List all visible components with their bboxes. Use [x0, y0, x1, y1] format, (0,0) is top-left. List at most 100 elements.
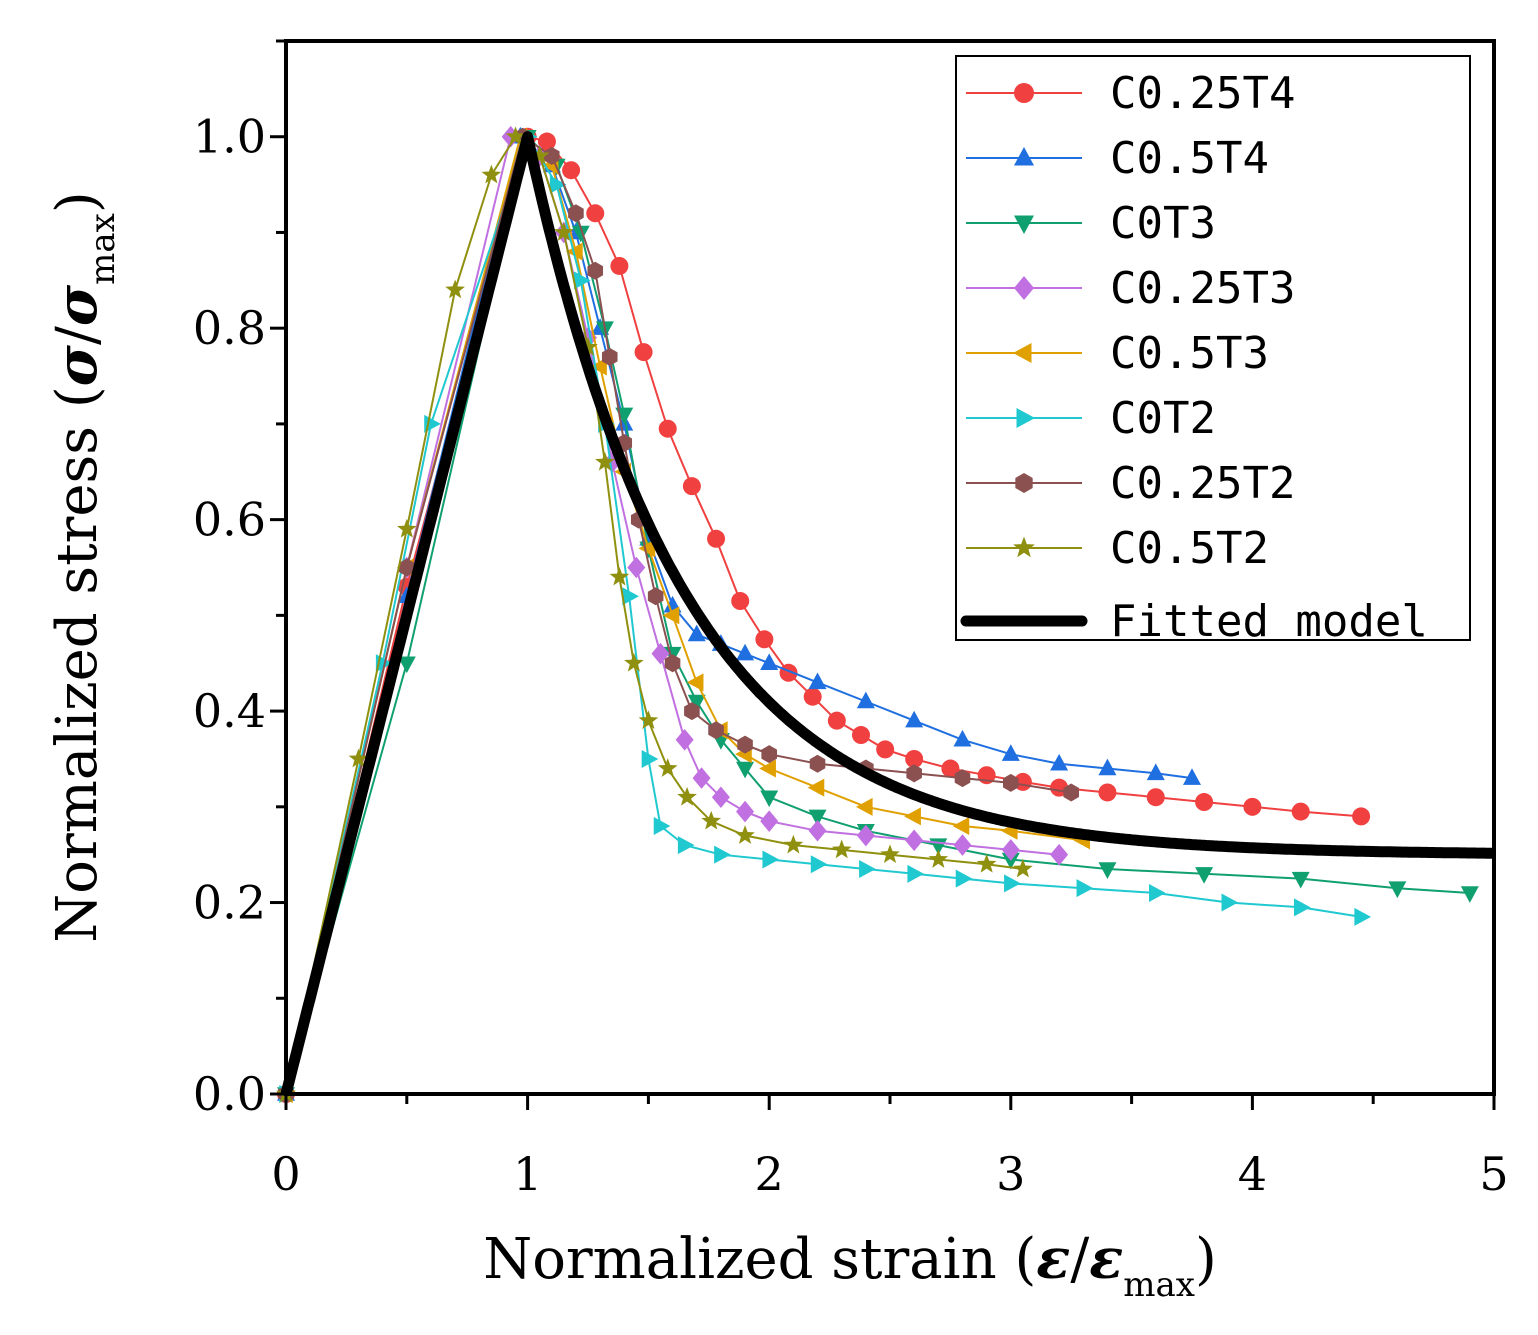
data-point	[1076, 879, 1094, 898]
data-point	[624, 652, 644, 672]
legend-entry: C0.25T2	[966, 458, 1295, 509]
data-point	[1243, 797, 1262, 816]
y-axis-title: Normalized stress (σ/σmax)	[44, 191, 123, 942]
data-point	[1004, 874, 1021, 893]
legend-label: C0.5T4	[1110, 133, 1269, 184]
x-axis-slash: /	[1070, 1227, 1089, 1292]
legend-entry: C0.25T4	[966, 68, 1295, 119]
data-point	[876, 740, 895, 759]
x-tick-label: 2	[755, 1147, 784, 1201]
y-axis-title-suffix: )	[45, 191, 110, 213]
data-point	[553, 222, 574, 241]
data-point	[1146, 763, 1165, 781]
data-point	[760, 810, 779, 832]
data-point	[653, 816, 671, 835]
data-point	[852, 726, 871, 745]
data-layer	[276, 125, 1498, 1105]
data-point	[737, 735, 753, 754]
data-point	[1098, 783, 1117, 802]
data-point	[855, 797, 873, 816]
y-axis-symbol-2: σ	[44, 284, 110, 326]
data-point	[664, 654, 681, 673]
data-point	[529, 145, 550, 165]
data-point	[638, 539, 656, 558]
data-point	[505, 126, 526, 146]
data-point	[760, 653, 779, 670]
data-point	[759, 759, 776, 778]
data-point	[677, 786, 697, 806]
series-C0.5T2	[276, 126, 1033, 1103]
data-point	[803, 687, 822, 706]
data-point	[827, 711, 846, 730]
fitted-model-line	[280, 131, 1498, 1096]
data-point	[1001, 852, 1020, 870]
data-point	[641, 749, 659, 768]
data-point	[907, 864, 925, 883]
data-point	[481, 164, 502, 184]
data-point	[808, 819, 827, 842]
data-point	[1293, 898, 1311, 917]
data-point	[808, 672, 827, 690]
x-axis-title-prefix: Normalized strain (	[483, 1227, 1036, 1292]
data-point	[1149, 883, 1166, 902]
data-point	[675, 729, 694, 751]
data-point	[1183, 768, 1201, 785]
x-axis-symbol-2: ε	[1089, 1226, 1123, 1292]
data-point	[1001, 744, 1020, 761]
legend-box	[955, 55, 1471, 641]
data-point	[1460, 886, 1479, 903]
series-line	[285, 134, 1193, 1095]
legend-label: Fitted model	[1110, 596, 1428, 647]
data-point	[760, 790, 779, 808]
data-point	[445, 279, 465, 299]
data-point	[904, 807, 921, 826]
data-point	[397, 656, 416, 674]
data-point	[595, 451, 615, 471]
data-point	[953, 729, 972, 747]
data-point	[856, 691, 875, 709]
data-point	[952, 816, 970, 835]
legend-label: C0T2	[1110, 393, 1216, 444]
data-point	[831, 839, 852, 859]
data-point	[1388, 881, 1407, 899]
legend-marker	[1014, 147, 1034, 166]
legend-label: C0.5T3	[1110, 328, 1269, 379]
data-point	[543, 146, 560, 165]
data-point	[686, 673, 704, 692]
data-point	[762, 850, 780, 869]
data-point	[906, 764, 922, 783]
x-tick-label: 4	[1238, 1147, 1267, 1201]
legend-entry: C0.25T3	[966, 263, 1295, 314]
x-tick-label: 1	[513, 1147, 542, 1201]
data-point	[1003, 773, 1019, 792]
legend-marker	[1015, 473, 1033, 493]
data-point	[1352, 807, 1371, 826]
data-point	[634, 343, 653, 362]
x-tick-label: 5	[1479, 1147, 1508, 1201]
data-point	[609, 566, 630, 586]
data-point	[731, 592, 750, 611]
y-tick-label: 0.8	[193, 301, 266, 355]
data-point	[880, 844, 900, 864]
data-point	[574, 271, 591, 290]
x-axis-subscript: max	[1123, 1265, 1195, 1305]
data-point	[396, 518, 417, 538]
data-point	[1063, 783, 1079, 802]
data-point	[736, 643, 755, 661]
data-point	[562, 161, 581, 180]
legend-entry: C0.5T2	[966, 523, 1269, 574]
data-point	[736, 800, 755, 823]
data-point	[1001, 839, 1020, 861]
data-point	[735, 825, 755, 844]
data-point	[1354, 907, 1372, 926]
data-point	[783, 834, 804, 854]
data-point	[953, 834, 972, 856]
data-point	[348, 748, 369, 768]
data-point	[809, 754, 826, 773]
data-point	[859, 860, 876, 879]
legend-label: C0.25T4	[1110, 68, 1295, 119]
data-point	[568, 204, 584, 223]
x-tick-label: 3	[996, 1147, 1025, 1201]
y-tick-label: 0.6	[193, 493, 266, 547]
